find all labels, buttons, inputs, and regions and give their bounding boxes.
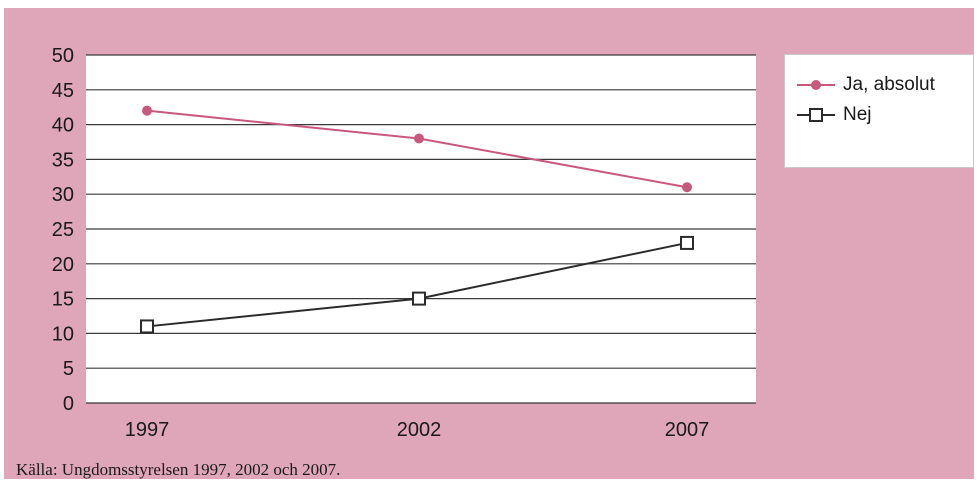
- legend-label-ja-absolut: Ja, absolut: [843, 74, 935, 95]
- y-tick-label: 45: [52, 80, 74, 102]
- legend-swatch-square-icon: [797, 108, 835, 122]
- legend-swatch-circle-icon: [797, 80, 835, 90]
- y-tick-label: 50: [52, 45, 74, 67]
- data-point-nej: [680, 235, 694, 250]
- series-layer: [140, 105, 694, 334]
- gridlines: [86, 54, 756, 404]
- legend-swatch-marker: [811, 80, 821, 90]
- y-tick-label: 30: [52, 184, 74, 206]
- legend-item-ja-absolut: Ja, absolut: [785, 73, 935, 97]
- y-tick-label: 35: [52, 149, 74, 171]
- y-tick-label: 0: [63, 393, 74, 415]
- x-tick-label: 1997: [125, 419, 170, 441]
- data-point-ja-absolut: [682, 182, 692, 193]
- legend: Ja, absolut Nej: [784, 54, 974, 168]
- legend-swatch-marker: [809, 108, 823, 122]
- y-tick-label: 10: [52, 323, 74, 345]
- data-point-ja-absolut: [142, 105, 152, 116]
- legend-label-nej: Nej: [843, 104, 872, 125]
- y-tick-label: 15: [52, 289, 74, 311]
- x-axis-ticks: 1997 2002 2007: [125, 419, 710, 441]
- y-tick-label: 25: [52, 219, 74, 241]
- legend-item-nej: Nej: [785, 103, 872, 127]
- y-axis-ticks: 0 5 10 15 20 25 30 35 40 45 50: [52, 45, 74, 415]
- data-point-nej: [140, 319, 154, 334]
- y-tick-label: 40: [52, 115, 74, 137]
- source-note: Källa: Ungdomsstyrelsen 1997, 2002 och 2…: [16, 460, 341, 479]
- data-point-ja-absolut: [414, 133, 424, 144]
- y-tick-label: 20: [52, 254, 74, 276]
- x-tick-label: 2002: [397, 419, 442, 441]
- y-tick-label: 5: [63, 358, 74, 380]
- data-point-nej: [412, 291, 426, 306]
- line-chart: 0 5 10 15 20 25 30 35 40 45 50 1997 2002 2007: [52, 45, 756, 441]
- x-tick-label: 2007: [665, 419, 710, 441]
